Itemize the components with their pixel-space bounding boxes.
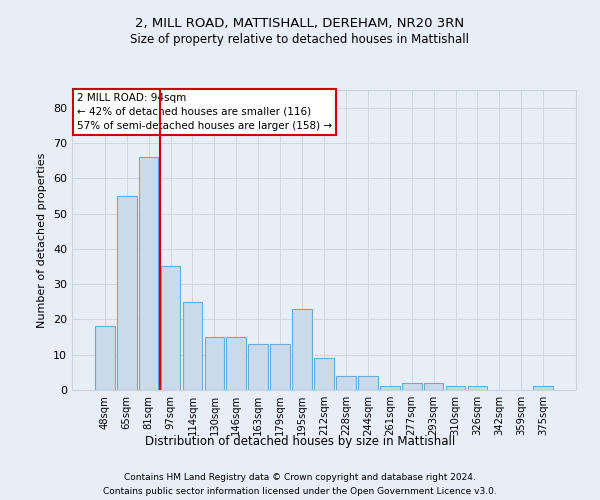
Bar (380, 386, 400, 390)
Bar (533, 386, 553, 390)
Text: 2, MILL ROAD, MATTISHALL, DEREHAM, NR20 3RN: 2, MILL ROAD, MATTISHALL, DEREHAM, NR20 … (136, 18, 464, 30)
Bar (402, 383, 422, 390)
Text: 2 MILL ROAD: 94sqm
← 42% of detached houses are smaller (116)
57% of semi-detach: 2 MILL ROAD: 94sqm ← 42% of detached hou… (77, 93, 332, 131)
Bar (139, 157, 158, 390)
Bar (248, 344, 268, 390)
Text: Contains HM Land Registry data © Crown copyright and database right 2024.: Contains HM Land Registry data © Crown c… (124, 472, 476, 482)
Bar (358, 376, 378, 390)
Bar (292, 309, 312, 390)
Text: Distribution of detached houses by size in Mattishall: Distribution of detached houses by size … (145, 435, 455, 448)
Bar (467, 386, 487, 390)
Bar (226, 337, 246, 390)
Bar (424, 383, 443, 390)
Bar (314, 358, 334, 390)
Y-axis label: Number of detached properties: Number of detached properties (37, 152, 47, 328)
Text: Size of property relative to detached houses in Mattishall: Size of property relative to detached ho… (131, 32, 470, 46)
Bar (336, 376, 356, 390)
Text: Contains public sector information licensed under the Open Government Licence v3: Contains public sector information licen… (103, 488, 497, 496)
Bar (446, 386, 466, 390)
Bar (270, 344, 290, 390)
Bar (182, 302, 202, 390)
Bar (161, 266, 181, 390)
Bar (95, 326, 115, 390)
Bar (205, 337, 224, 390)
Bar (117, 196, 137, 390)
